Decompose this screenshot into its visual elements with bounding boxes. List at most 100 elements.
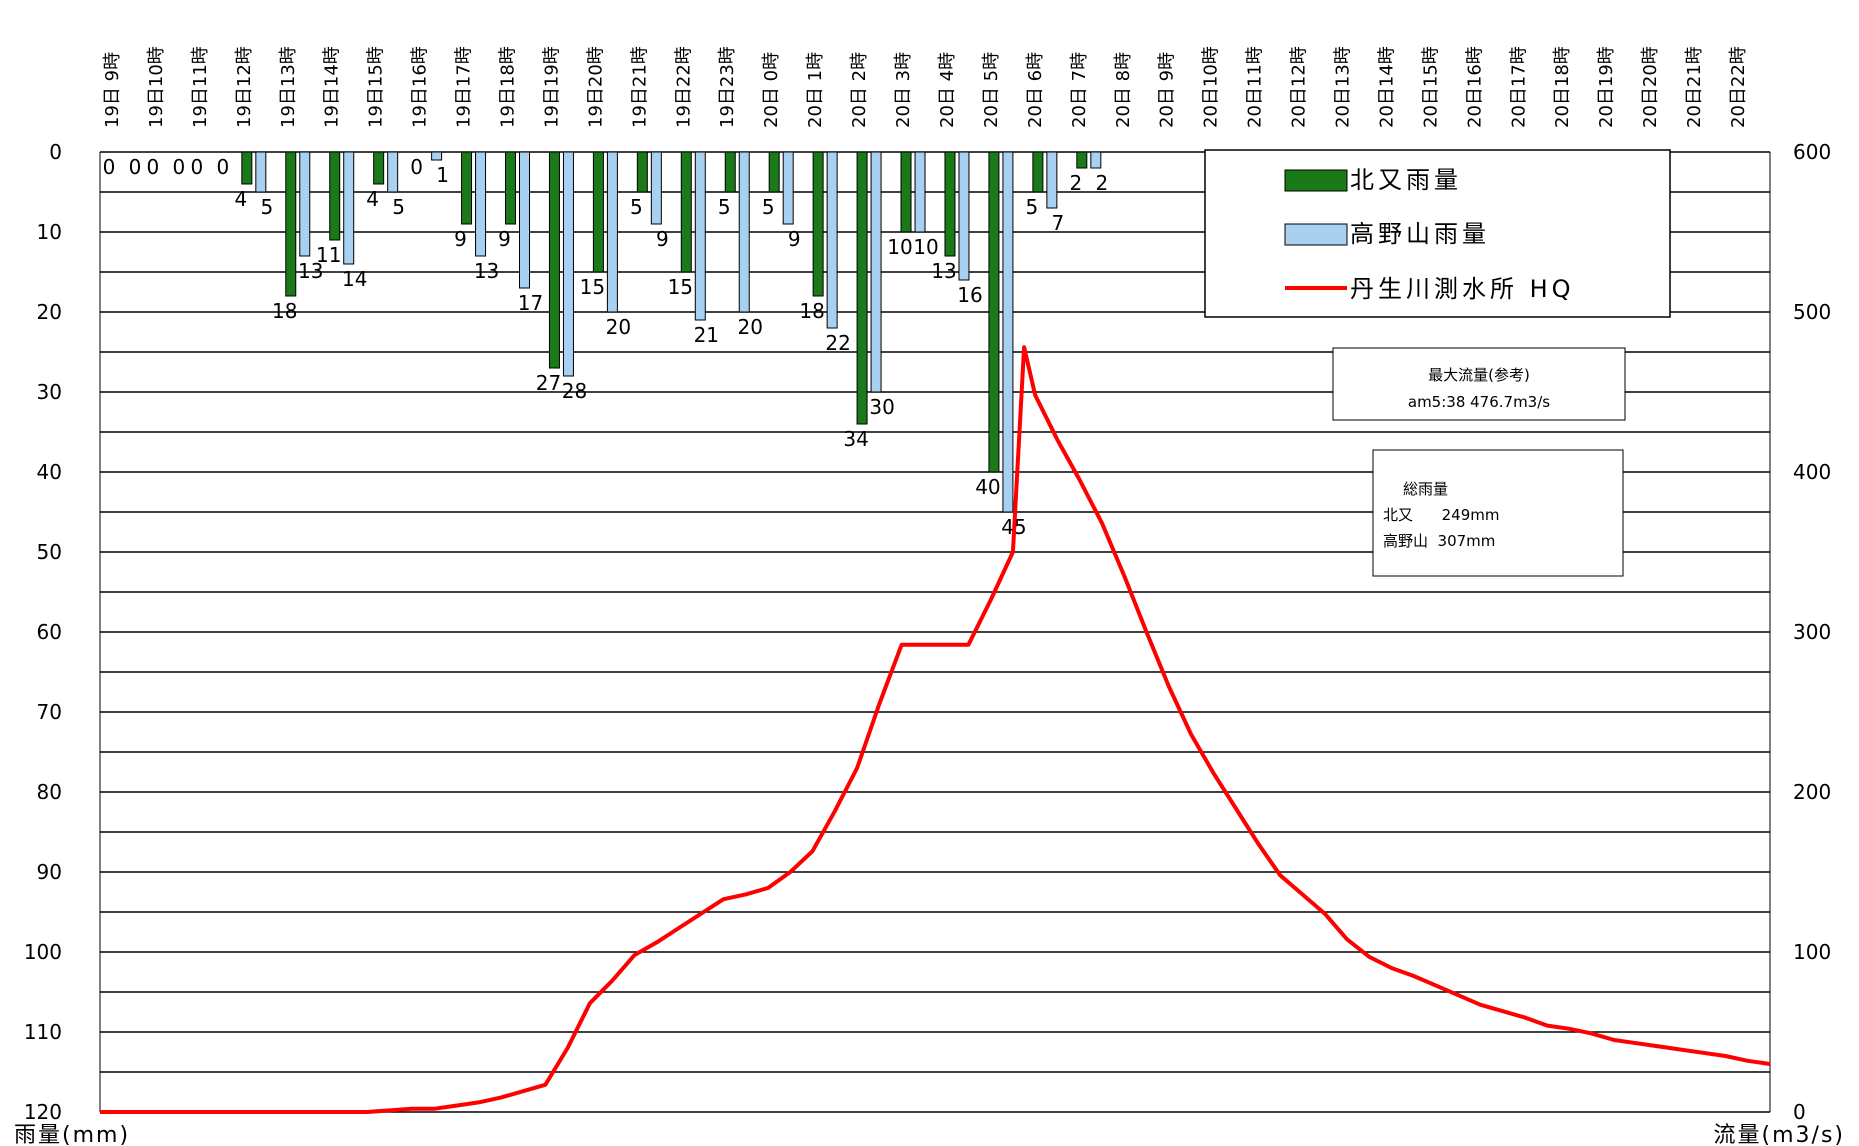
x-tick-label: 20日19時 [1596, 46, 1617, 128]
kitamata-value-label: 0 [410, 155, 423, 179]
koyasan-bar [387, 151, 399, 193]
grid-lines [99, 151, 1771, 1113]
koyasan-value-label: 0 [173, 155, 186, 179]
x-tick-label: 20日 9時 [1157, 52, 1178, 128]
koyasan-value-label: 13 [298, 259, 323, 283]
total-rain-kitamata: 北又 249mm [1383, 506, 1499, 524]
x-tick-label: 20日 0時 [761, 52, 782, 128]
koyasan-value-label: 2 [1095, 171, 1108, 195]
x-tick-label: 20日 2時 [849, 52, 870, 128]
koyasan-value-label: 21 [694, 323, 719, 347]
x-tick-label: 19日13時 [278, 46, 299, 128]
legend-swatch-kitamata [1284, 169, 1348, 192]
x-tick-label: 20日20時 [1640, 46, 1661, 128]
kitamata-value-label: 0 [103, 155, 116, 179]
kitamata-value-label: 27 [536, 371, 561, 395]
x-axis-ticks: 19日 9時 19日10時 19日11時 19日12時 19日13時 19日14時 19日1… [102, 46, 1749, 128]
koyasan-value-label: 30 [869, 395, 894, 419]
kitamata-value-label: 0 [147, 155, 160, 179]
koyasan-value-label: 9 [656, 227, 669, 251]
hq-line [100, 345, 1771, 1114]
x-tick-label: 20日15時 [1420, 46, 1441, 128]
kitamata-bar [944, 151, 956, 257]
right-tick-label: 600 [1793, 140, 1831, 164]
x-tick-label: 19日15時 [366, 46, 387, 128]
koyasan-bar [519, 151, 530, 289]
bars [241, 151, 1102, 513]
koyasan-value-label: 5 [392, 195, 405, 219]
total-rain-title: 総雨量 [1403, 480, 1448, 498]
koyasan-bar [431, 151, 443, 161]
total-rain-box [1372, 449, 1624, 577]
left-tick-label: 50 [37, 540, 62, 564]
left-tick-label: 80 [37, 780, 62, 804]
koyasan-bar [826, 151, 838, 329]
kitamata-value-label: 4 [234, 187, 247, 211]
koyasan-bar [1002, 151, 1014, 513]
koyasan-bar [299, 151, 311, 257]
kitamata-value-label: 5 [630, 195, 643, 219]
koyasan-value-label: 13 [474, 259, 499, 283]
kitamata-value-label: 18 [272, 299, 297, 323]
kitamata-value-label: 5 [1026, 195, 1039, 219]
kitamata-value-label: 11 [316, 243, 341, 267]
kitamata-value-label: 15 [668, 275, 693, 299]
max-flow-title: 最大流量(参考) [1428, 366, 1530, 384]
koyasan-value-label: 17 [518, 291, 543, 315]
kitamata-value-label: 40 [975, 475, 1000, 499]
x-tick-label: 19日11時 [190, 46, 211, 128]
legend-swatch-koyasan [1284, 223, 1348, 246]
left-tick-label: 90 [37, 860, 62, 884]
right-axis-title: 流量(m3/s) [1714, 1123, 1845, 1146]
x-tick-label: 20日 4時 [937, 52, 958, 128]
koyasan-value-label: 7 [1052, 211, 1065, 235]
x-tick-label: 19日18時 [498, 46, 519, 128]
kitamata-bar [373, 151, 385, 185]
kitamata-bar [461, 151, 473, 225]
x-tick-label: 20日 7時 [1069, 52, 1090, 128]
left-tick-label: 10 [37, 220, 62, 244]
koyasan-bar [870, 151, 882, 393]
left-tick-label: 100 [24, 940, 62, 964]
koyasan-bar [562, 151, 574, 377]
x-tick-label: 20日12時 [1289, 46, 1310, 128]
kitamata-bar [680, 151, 692, 273]
koyasan-value-label: 10 [913, 235, 938, 259]
kitamata-value-label: 9 [498, 227, 511, 251]
kitamata-value-label: 5 [762, 195, 775, 219]
x-tick-label: 20日14時 [1376, 46, 1397, 128]
kitamata-bar [1076, 151, 1088, 169]
koyasan-value-label: 0 [129, 155, 142, 179]
right-tick-label: 200 [1793, 780, 1831, 804]
left-tick-label: 20 [37, 300, 62, 324]
kitamata-bar [636, 151, 648, 193]
kitamata-bar [988, 151, 1000, 473]
legend-label-kitamata: 北又雨量 [1350, 166, 1462, 194]
kitamata-value-label: 10 [887, 235, 912, 259]
kitamata-value-label: 34 [843, 427, 868, 451]
kitamata-bar [505, 151, 516, 225]
kitamata-bar [241, 151, 253, 185]
x-tick-label: 20日 1時 [805, 52, 826, 128]
kitamata-bar [329, 151, 341, 241]
kitamata-value-label: 9 [454, 227, 467, 251]
kitamata-bar [856, 151, 868, 425]
x-tick-label: 20日13時 [1333, 46, 1354, 128]
kitamata-value-label: 0 [191, 155, 204, 179]
x-tick-label: 20日10時 [1201, 46, 1222, 128]
kitamata-value-label: 13 [931, 259, 956, 283]
x-tick-label: 20日 3時 [893, 52, 914, 128]
koyasan-bar [958, 151, 970, 281]
x-tick-label: 20日 6時 [1025, 52, 1046, 128]
left-tick-label: 60 [37, 620, 62, 644]
x-tick-label: 19日16時 [410, 46, 431, 128]
koyasan-bar [606, 151, 618, 313]
koyasan-bar [650, 151, 662, 225]
max-flow-box [1332, 347, 1626, 421]
kitamata-bar [768, 151, 780, 193]
koyasan-bar [343, 151, 355, 265]
right-axis-ticks: 0 100 200 300 400 500 600 [1793, 140, 1831, 1124]
x-tick-label: 20日21時 [1684, 46, 1705, 128]
x-tick-label: 20日 8時 [1113, 52, 1134, 128]
